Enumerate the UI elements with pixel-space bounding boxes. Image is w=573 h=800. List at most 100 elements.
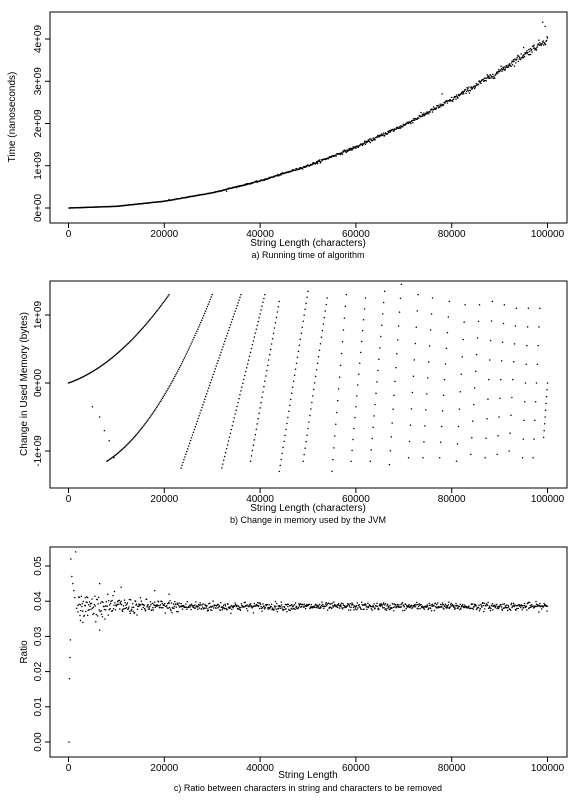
panel-b-point-544 — [501, 360, 503, 362]
panel-b-point-405 — [318, 356, 320, 358]
panel-c-point-572 — [342, 608, 344, 610]
panel-c-point-527 — [320, 607, 322, 609]
panel-a-point-887 — [493, 75, 495, 77]
panel-c-point-77 — [105, 605, 107, 607]
panel-b-point-288 — [228, 440, 230, 442]
panel-b-point-556 — [516, 307, 518, 309]
panel-b-point-153 — [151, 414, 153, 416]
panel-b-point-421 — [337, 400, 339, 402]
panel-b-point-291 — [231, 429, 233, 431]
panel-b-point-566 — [532, 457, 534, 459]
panel-b-point-562 — [525, 364, 527, 366]
panel-b-stray-point-588 — [92, 406, 94, 408]
panel-b-point-159 — [157, 405, 159, 407]
panel-c-point-863 — [481, 606, 483, 608]
panel-c-point-369 — [245, 602, 247, 604]
panel-b-point-406 — [319, 349, 321, 351]
panel-b-point-166 — [164, 394, 166, 396]
panel-c-point-170 — [149, 606, 151, 608]
panel-c-point-42 — [88, 604, 90, 606]
panel-b-point-475 — [400, 298, 402, 300]
panel-c-point-886 — [492, 609, 494, 611]
panel-b-point-256 — [217, 360, 219, 362]
panel-c-point-915 — [506, 604, 508, 606]
panel-b-point-467 — [392, 408, 394, 410]
panel-b-point-381 — [301, 333, 303, 335]
panel-c-point-589 — [350, 609, 352, 611]
panel-c-point-321 — [222, 609, 224, 611]
panel-b-point-287 — [227, 444, 229, 446]
panel-c-point-287 — [205, 607, 207, 609]
panel-b-point-229 — [192, 434, 194, 436]
panel-c-point-39 — [86, 602, 88, 604]
panel-b-point-205 — [201, 320, 203, 322]
panel-b-point-152 — [150, 415, 152, 417]
panel-b-stray-point-584 — [99, 416, 101, 418]
panel-c-point-92 — [112, 610, 114, 612]
panel-b-point-247 — [209, 385, 211, 387]
panel-c-point-609 — [359, 607, 361, 609]
panel-b-point-551 — [511, 397, 513, 399]
panel-b-point-271 — [232, 319, 234, 321]
panel-b-point-164 — [162, 398, 164, 400]
panel-a: 0 20000 40000 60000 80000 100000 0e+001e+092e… — [7, 12, 567, 260]
panel-b-point-462 — [384, 290, 386, 292]
panel-c-point-26 — [80, 610, 82, 612]
panel-c-point-214 — [170, 610, 172, 612]
panel-a-point-978 — [537, 45, 539, 47]
panel-b-point-446 — [365, 297, 367, 299]
panel-c-point-713 — [409, 607, 411, 609]
panel-a-point-904 — [501, 70, 503, 72]
panel-c-point-709 — [407, 606, 409, 608]
panel-c-point-308 — [215, 607, 217, 609]
panel-c-point-480 — [298, 607, 300, 609]
panel-b-point-188 — [185, 355, 187, 357]
panel-c-point-977 — [536, 603, 538, 605]
panel-a-point-571 — [342, 153, 344, 155]
panel-c-point-756 — [430, 608, 432, 610]
panel-c-point-644 — [376, 602, 378, 604]
panel-b-point-360 — [280, 459, 282, 461]
panel-a-point-980 — [538, 43, 540, 45]
panel-b-point-417 — [333, 447, 335, 449]
panel-b-point-213 — [209, 301, 211, 303]
panel-a-point-958 — [527, 52, 529, 54]
panel-b-point-297 — [236, 406, 238, 408]
panel-c-x-axis-title: String Length — [278, 770, 338, 781]
panel-a-point-929 — [513, 60, 515, 62]
panel-b-point-443 — [362, 330, 364, 332]
panel-a-point-920 — [509, 63, 511, 64]
panel-c-point-20 — [77, 605, 79, 607]
panel-b-point-433 — [352, 439, 354, 441]
panel-c-point-840 — [470, 608, 472, 610]
panel-a-point-902 — [500, 65, 502, 67]
panel-a-point-991 — [543, 44, 545, 46]
panel-a-point-350 — [236, 187, 238, 189]
panel-b-point-143 — [142, 427, 144, 429]
panel-c-point-779 — [441, 606, 443, 608]
panel-c-point-36 — [85, 611, 87, 613]
panel-a-point-951 — [524, 56, 526, 58]
panel-c-point-982 — [538, 611, 540, 613]
panel-c-point-194 — [161, 607, 163, 609]
panel-b-point-400 — [313, 389, 315, 391]
panel-c-point-851 — [475, 605, 477, 607]
panel-a-point-790 — [447, 102, 449, 104]
panel-c-point-219 — [173, 603, 175, 605]
panel-b-point-473 — [398, 325, 400, 327]
panel-c-point-568 — [340, 604, 342, 606]
panel-b-point-527 — [477, 337, 479, 339]
panel-b-point-567 — [533, 438, 535, 440]
panel-a-point-730 — [418, 118, 420, 120]
panel-b-point-209 — [205, 310, 207, 312]
panel-b-point-183 — [180, 365, 182, 367]
panel-b-point-275 — [235, 308, 237, 310]
panel-b-point-391 — [304, 447, 306, 449]
panel-c-point-852 — [476, 609, 478, 611]
panel-c-point-176 — [152, 607, 154, 609]
panel-c-point-286 — [205, 605, 207, 607]
panel-c-point-192 — [160, 604, 162, 606]
panel-c-point-360 — [240, 607, 242, 609]
panel-a-point-714 — [410, 123, 412, 125]
panel-c-point-947 — [521, 609, 523, 611]
